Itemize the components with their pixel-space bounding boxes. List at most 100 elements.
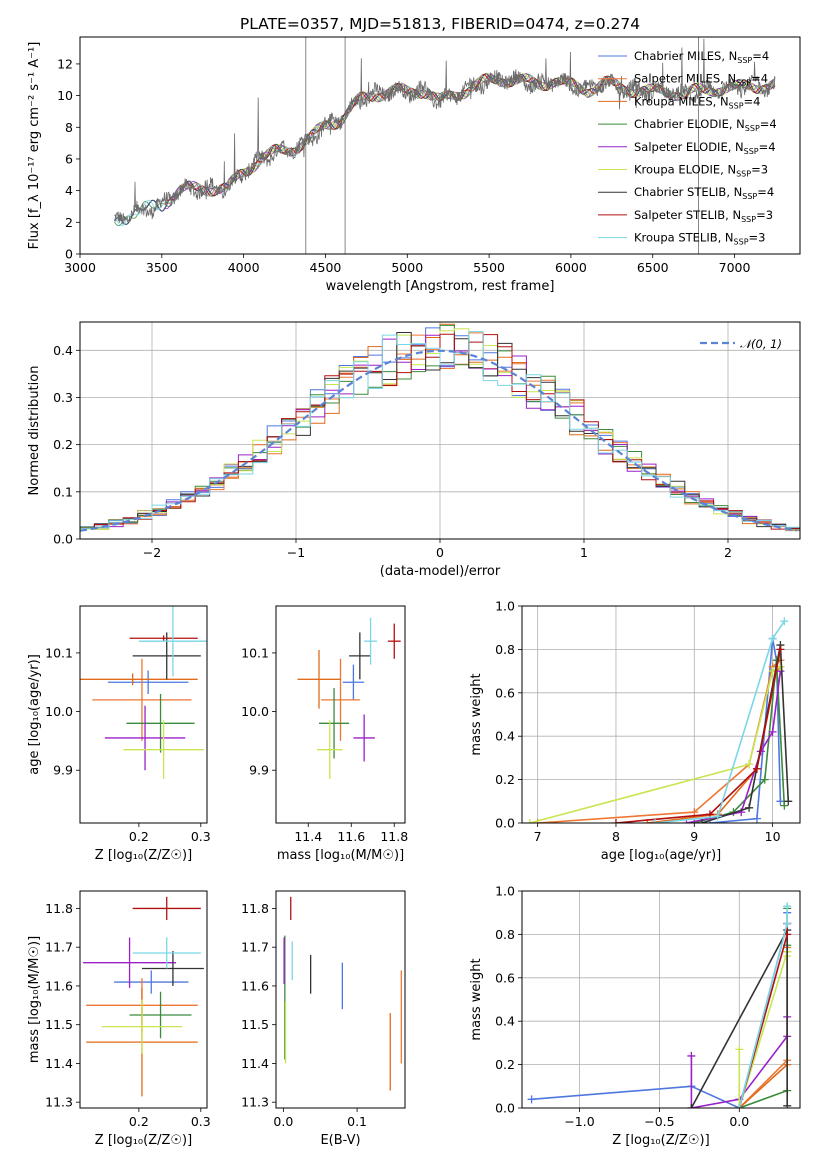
y-axis-label: age [log₁₀(age/yr)] [27, 654, 42, 775]
x-axis-label: mass [log₁₀(M/M☉)] [277, 848, 404, 863]
y-tick-label: 11.6 [45, 978, 73, 993]
x-tick-label: 5500 [473, 260, 505, 275]
x-tick-label: 3000 [64, 260, 96, 275]
y-tick-label: 10 [57, 88, 73, 103]
data-curve [114, 38, 776, 225]
y-axis-label: Flux [f_λ 10⁻¹⁷ erg cm⁻² s⁻¹ A⁻¹] [27, 42, 42, 250]
axes-frame [521, 605, 801, 824]
chart-age-vs-mass: 11.4 11.6 11.8 9.9 10.0 10.1 mass [log₁₀(M/M☉)… [241, 605, 408, 863]
axes-frame [521, 890, 801, 1109]
x-tick-label: 8 [612, 829, 620, 844]
x-axis-label: age [log₁₀(age/yr)] [601, 848, 722, 863]
series-point [745, 803, 754, 812]
y-tick-label: 0.6 [495, 685, 515, 700]
y-tick-label: 11.3 [241, 1095, 269, 1110]
y-tick-label: 2 [65, 215, 73, 230]
y-tick-label: 0.2 [495, 1057, 515, 1072]
y-tick-label: 4 [65, 183, 73, 198]
y-tick-label: 9.9 [53, 763, 73, 778]
x-axis-label: E(B-V) [320, 1133, 360, 1148]
y-tick-label: 12 [57, 56, 73, 71]
chart-mass-vs-z: 0.2 0.3 11.3 11.4 11.5 11.6 11.7 11.8 Z [log₁₀(Z… [27, 890, 211, 1148]
plot-area-spectrum [114, 37, 776, 254]
histogram-step [80, 332, 800, 530]
series-point [687, 1104, 696, 1108]
x-tick-label: 0.2 [129, 829, 149, 844]
x-tick-label: −0.5 [644, 1114, 674, 1129]
chart-weight-vs-z: −1.0 −0.5 0.0 0.0 0.2 0.4 0.6 0.8 1.0 Z [log₁₀(Z/… [469, 884, 801, 1148]
series-point [698, 819, 707, 823]
x-tick-label: 11.8 [380, 829, 408, 844]
x-tick-label: 7000 [719, 260, 751, 275]
legend-label: Salpeter MILES, NSSP=4 [634, 72, 768, 88]
series-point [776, 797, 785, 806]
y-tick-label: 0.4 [495, 1014, 515, 1029]
series-point [768, 727, 777, 736]
x-tick-label: −1.0 [564, 1114, 594, 1129]
plot-area-weight-vs-z [527, 902, 792, 1108]
x-tick-label: 0.3 [191, 829, 211, 844]
y-tick-label: 0.4 [53, 343, 73, 358]
x-tick-label: 0.2 [129, 1114, 149, 1129]
figure-title: PLATE=0357, MJD=51813, FIBERID=0474, z=0… [240, 15, 640, 33]
legend-label: Chabrier STELIB, NSSP=4 [634, 185, 774, 201]
x-tick-label: 1 [580, 545, 588, 560]
histogram-step [80, 331, 800, 529]
axes-frame [79, 605, 208, 824]
x-tick-label: 9 [690, 829, 698, 844]
series-point [752, 764, 761, 773]
chart-mass-vs-ebv: 0.0 0.1 11.3 11.4 11.5 11.6 11.7 11.8 E(B-V) [241, 890, 406, 1148]
plot-area-residuals [80, 323, 800, 532]
x-axis-label: Z [log₁₀(Z/Z☉)] [95, 1133, 192, 1148]
y-tick-label: 9.9 [249, 763, 269, 778]
axes-frame [275, 605, 406, 824]
x-tick-label: 7 [534, 829, 542, 844]
y-tick-label: 11.4 [241, 1056, 269, 1071]
y-tick-label: 10.1 [45, 645, 73, 660]
series-line [694, 660, 786, 823]
y-tick-label: 11.8 [45, 901, 73, 916]
legend-label: Chabrier MILES, NSSP=4 [634, 49, 769, 65]
series-point [780, 801, 789, 810]
gaussian-curve [80, 349, 798, 532]
y-tick-label: 0.0 [495, 816, 515, 831]
y-axis-label: mass [log₁₀(M/M☉)] [27, 936, 42, 1063]
series-line [655, 620, 785, 823]
y-tick-label: 10.0 [241, 704, 269, 719]
y-tick-label: 1.0 [495, 884, 515, 899]
series-point [783, 1101, 792, 1108]
legend-label: Salpeter ELODIE, NSSP=4 [634, 140, 776, 156]
y-tick-label: 0.8 [495, 642, 515, 657]
series-point [776, 645, 785, 654]
series-point [752, 814, 761, 823]
y-axis-label: mass weight [469, 673, 484, 755]
y-tick-label: 0.1 [53, 484, 73, 499]
y-tick-label: 0.0 [495, 1101, 515, 1116]
y-tick-label: 0 [65, 247, 73, 262]
y-tick-label: 11.5 [45, 1017, 73, 1032]
plot-area-mass-vs-ebv [283, 896, 402, 1091]
y-tick-label: 0.2 [495, 772, 515, 787]
x-tick-label: 5000 [391, 260, 423, 275]
chart-age-vs-z: 0.2 0.3 9.9 10.0 10.1 Z [log₁₀(Z/Z☉)] age [log… [27, 605, 211, 863]
y-tick-label: 11.7 [45, 940, 73, 955]
x-tick-label: −2 [143, 545, 161, 560]
legend-label: Salpeter STELIB, NSSP=3 [634, 208, 773, 224]
series-point [780, 617, 789, 626]
y-tick-label: 1.0 [495, 599, 515, 614]
y-tick-label: 11.5 [241, 1017, 269, 1032]
x-axis-label: wavelength [Angstrom, rest frame] [326, 279, 555, 294]
y-axis-label: mass weight [469, 958, 484, 1040]
plot-area-weight-vs-age [525, 617, 793, 823]
x-tick-label: 6500 [637, 260, 669, 275]
series-line [615, 649, 782, 823]
x-tick-label: 0.0 [273, 1114, 293, 1129]
series-point [784, 797, 793, 806]
series-point [745, 760, 754, 769]
series-point [783, 919, 792, 928]
x-tick-label: 0.3 [191, 1114, 211, 1129]
series-point [687, 1051, 696, 1060]
series-point [713, 812, 722, 821]
y-tick-label: 11.7 [241, 940, 269, 955]
series-line [537, 659, 781, 823]
